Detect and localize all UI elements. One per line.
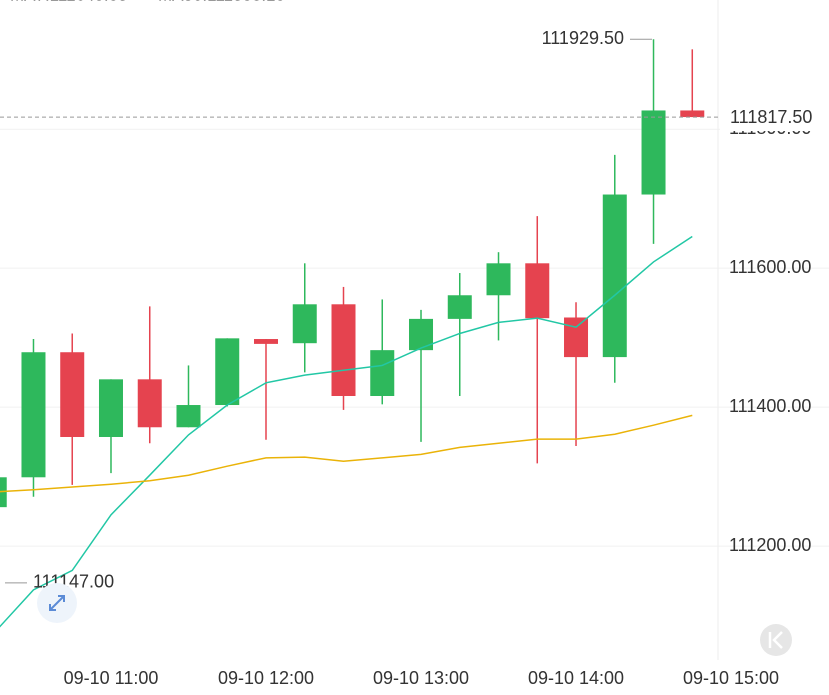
candle-body — [215, 338, 240, 406]
candle-body — [60, 352, 85, 437]
candle-body — [564, 317, 589, 358]
x-tick-label: 09-10 11:00 — [64, 668, 159, 688]
last-price-box — [720, 103, 829, 132]
ma-line — [0, 235, 693, 628]
candle-body — [331, 304, 356, 396]
candle-body — [137, 379, 162, 428]
legend-entry: MA7:111645.53 — [10, 0, 128, 4]
candle-body — [176, 405, 201, 428]
candle-body — [525, 263, 550, 319]
high-marker-label: 111929.50 — [542, 28, 624, 48]
candle-body — [680, 110, 705, 118]
expand-button[interactable] — [37, 583, 77, 623]
legend-entry: MA30:111388.15 — [158, 0, 285, 4]
y-tick-label: 111200.00 — [729, 535, 811, 555]
candle-body — [486, 263, 511, 296]
last-price-label: 111817.50 — [730, 107, 812, 127]
candle-body — [253, 339, 278, 344]
x-tick-label: 09-10 15:00 — [683, 668, 779, 688]
y-tick-label: 111400.00 — [729, 396, 811, 416]
candle-body — [98, 379, 123, 437]
candle-body — [370, 350, 395, 396]
candle-body — [292, 304, 317, 344]
x-tick-label: 09-10 14:00 — [528, 668, 624, 688]
y-tick-label: 111600.00 — [729, 257, 811, 277]
candle-body — [602, 194, 627, 358]
candle-body — [0, 477, 7, 508]
ma-line — [0, 414, 693, 493]
candle-body — [641, 110, 666, 195]
scroll-latest-button[interactable] — [760, 624, 792, 656]
candle-body — [21, 352, 46, 478]
x-tick-label: 09-10 12:00 — [218, 668, 314, 688]
candle-body — [447, 295, 472, 319]
x-tick-label: 09-10 13:00 — [373, 668, 469, 688]
